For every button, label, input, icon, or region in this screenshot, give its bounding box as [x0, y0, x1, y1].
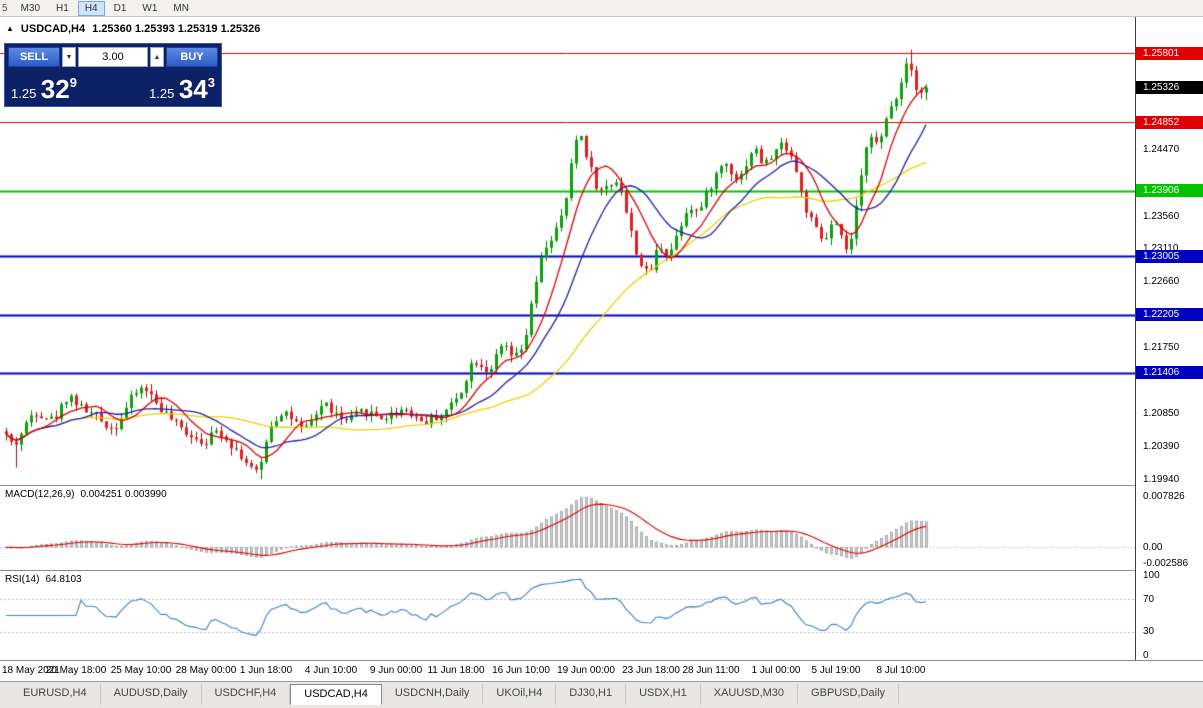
chart-tab-eurusd-h4[interactable]: EURUSD,H4 [10, 684, 101, 705]
volume-increase-button[interactable]: ▲ [150, 47, 164, 67]
price-level-tag: 1.23906 [1136, 184, 1203, 198]
timeframe-button-d1[interactable]: D1 [107, 1, 134, 16]
time-axis-label: 11 Jun 18:00 [427, 665, 485, 676]
macd-indicator-label: MACD(12,26,9) 0.004251 0.003990 [5, 489, 167, 500]
timeframe-toolbar: 5 M30 H1 H4 D1 W1 MN [0, 0, 1203, 17]
price-level-tag: 1.22205 [1136, 308, 1203, 322]
sell-price-base: 1.25 [11, 86, 37, 101]
time-axis-label: 25 May 10:00 [110, 665, 172, 676]
timeframe-button-w1[interactable]: W1 [135, 1, 164, 16]
rsi-indicator-label: RSI(14) 64.8103 [5, 574, 82, 585]
price-level-tag: 1.21406 [1136, 366, 1203, 380]
timeframe-button-h4[interactable]: H4 [77, 0, 105, 16]
timeframe-button-h1[interactable]: H1 [49, 1, 76, 16]
time-axis-label: 18 May 2021 [2, 665, 60, 676]
axis-tick-label: 0.007826 [1143, 491, 1185, 503]
ohlc-values: 1.25360 1.25393 1.25319 1.25326 [92, 23, 261, 35]
price-chart-canvas[interactable] [0, 17, 1135, 660]
sell-price-big: 32 [40, 74, 70, 104]
axis-tick-label: 30 [1143, 626, 1155, 638]
macd-name: MACD(12,26,9) [5, 489, 75, 500]
one-click-trading-panel: SELL ▼ ▲ BUY 1.25 329 1.25 343 [4, 43, 222, 107]
time-axis-label: 1 Jun 18:00 [239, 665, 293, 676]
price-level-tag: 1.23005 [1136, 249, 1203, 263]
axis-tick-label: 1.20850 [1143, 407, 1180, 419]
chart-tab-ukoil-h4[interactable]: UKOil,H4 [483, 684, 557, 705]
panel-separator-rsi[interactable] [0, 570, 1203, 571]
axis-tick-label: 1.22660 [1143, 276, 1180, 288]
chart-tab-gbpusd-daily[interactable]: GBPUSD,Daily [798, 684, 900, 705]
axis-tick-label: 1.23560 [1143, 210, 1180, 222]
time-axis-label: 5 Jul 19:00 [811, 665, 861, 676]
rsi-value: 64.8103 [45, 574, 82, 585]
chevron-up-icon: ▲ [153, 53, 161, 61]
buy-price-sup: 3 [207, 75, 215, 90]
axis-tick-label: 1.24470 [1143, 144, 1180, 156]
trade-prices-row: 1.25 329 1.25 343 [8, 67, 218, 104]
axis-tick-label: 1.20390 [1143, 440, 1180, 452]
chevron-down-icon: ▼ [65, 53, 73, 61]
timeframe-button-m30[interactable]: M30 [14, 1, 47, 16]
price-axis: 1.24470 1.23560 1.23110 1.22660 1.21750 1.208… [1136, 17, 1203, 662]
panel-collapse-icon[interactable]: ▲ [6, 24, 14, 33]
axis-tick-label: 1.21750 [1143, 342, 1180, 354]
time-axis-label: 16 Jun 10:00 [492, 665, 550, 676]
axis-tick-label: 70 [1143, 593, 1155, 605]
chart-tab-audusd-daily[interactable]: AUDUSD,Daily [101, 684, 202, 705]
axis-tick-label: 0 [1143, 650, 1149, 662]
buy-button[interactable]: BUY [166, 47, 218, 67]
time-axis-label: 8 Jul 10:00 [876, 665, 926, 676]
buy-price[interactable]: 1.25 343 [149, 74, 215, 104]
chart-tab-usdcnh-daily[interactable]: USDCNH,Daily [382, 684, 484, 705]
time-axis-label: 19 Jun 00:00 [557, 665, 615, 676]
volume-input[interactable] [78, 47, 148, 67]
symbol-label: USDCAD,H4 [20, 23, 86, 35]
macd-values: 0.004251 0.003990 [80, 489, 167, 500]
chart-tab-usdx-h1[interactable]: USDX,H1 [626, 684, 701, 705]
timeframe-partial-button[interactable]: 5 [0, 1, 12, 16]
buy-price-big: 34 [178, 74, 208, 104]
timeframe-button-mn[interactable]: MN [166, 1, 196, 16]
buy-price-base: 1.25 [149, 86, 175, 101]
time-axis-label: 28 May 00:00 [175, 665, 237, 676]
axis-tick-label: 100 [1143, 569, 1160, 581]
current-price-tag: 1.25326 [1136, 81, 1203, 95]
rsi-name: RSI(14) [5, 574, 40, 585]
volume-decrease-button[interactable]: ▼ [62, 47, 76, 67]
chart-tab-usdcad-h4[interactable]: USDCAD,H4 [290, 684, 382, 705]
time-axis-label: 23 Jun 18:00 [622, 665, 680, 676]
axis-tick-label: 1.23110 [1143, 243, 1179, 255]
chart-tab-usdchf-h4[interactable]: USDCHF,H4 [202, 684, 291, 705]
time-axis: 18 May 2021 20 May 18:00 25 May 10:00 28 Ma… [0, 660, 1203, 681]
price-axis-separator [1135, 17, 1136, 660]
chart-tab-dj30-h1[interactable]: DJ30,H1 [556, 684, 627, 705]
time-axis-label: 1 Jul 00:00 [751, 665, 801, 676]
trade-controls-row: SELL ▼ ▲ BUY [8, 47, 218, 67]
sell-button[interactable]: SELL [8, 47, 60, 67]
sell-price-sup: 9 [69, 75, 77, 90]
price-level-tag: 1.25801 [1136, 46, 1203, 60]
time-axis-label: 4 Jun 10:00 [304, 665, 358, 676]
axis-tick-label: 1.19940 [1143, 473, 1180, 485]
chart-tab-xauusd-m30[interactable]: XAUUSD,M30 [701, 684, 799, 705]
time-axis-label: 28 Jun 11:00 [682, 665, 740, 676]
time-axis-label: 20 May 18:00 [45, 665, 107, 676]
axis-tick-label: -0.002586 [1143, 558, 1189, 570]
time-axis-label: 9 Jun 00:00 [369, 665, 423, 676]
symbol-info-line: ▲ USDCAD,H4 1.25360 1.25393 1.25319 1.25… [6, 23, 260, 35]
axis-tick-label: 0.00 [1143, 541, 1163, 553]
panel-separator-macd[interactable] [0, 485, 1203, 486]
chart-tabs: EURUSD,H4 AUDUSD,Daily USDCHF,H4 USDCAD,H4 U… [0, 681, 1203, 708]
sell-price[interactable]: 1.25 329 [11, 74, 77, 104]
price-level-tag: 1.24852 [1136, 115, 1203, 129]
chart-region: ▲ USDCAD,H4 1.25360 1.25393 1.25319 1.25… [0, 17, 1203, 662]
